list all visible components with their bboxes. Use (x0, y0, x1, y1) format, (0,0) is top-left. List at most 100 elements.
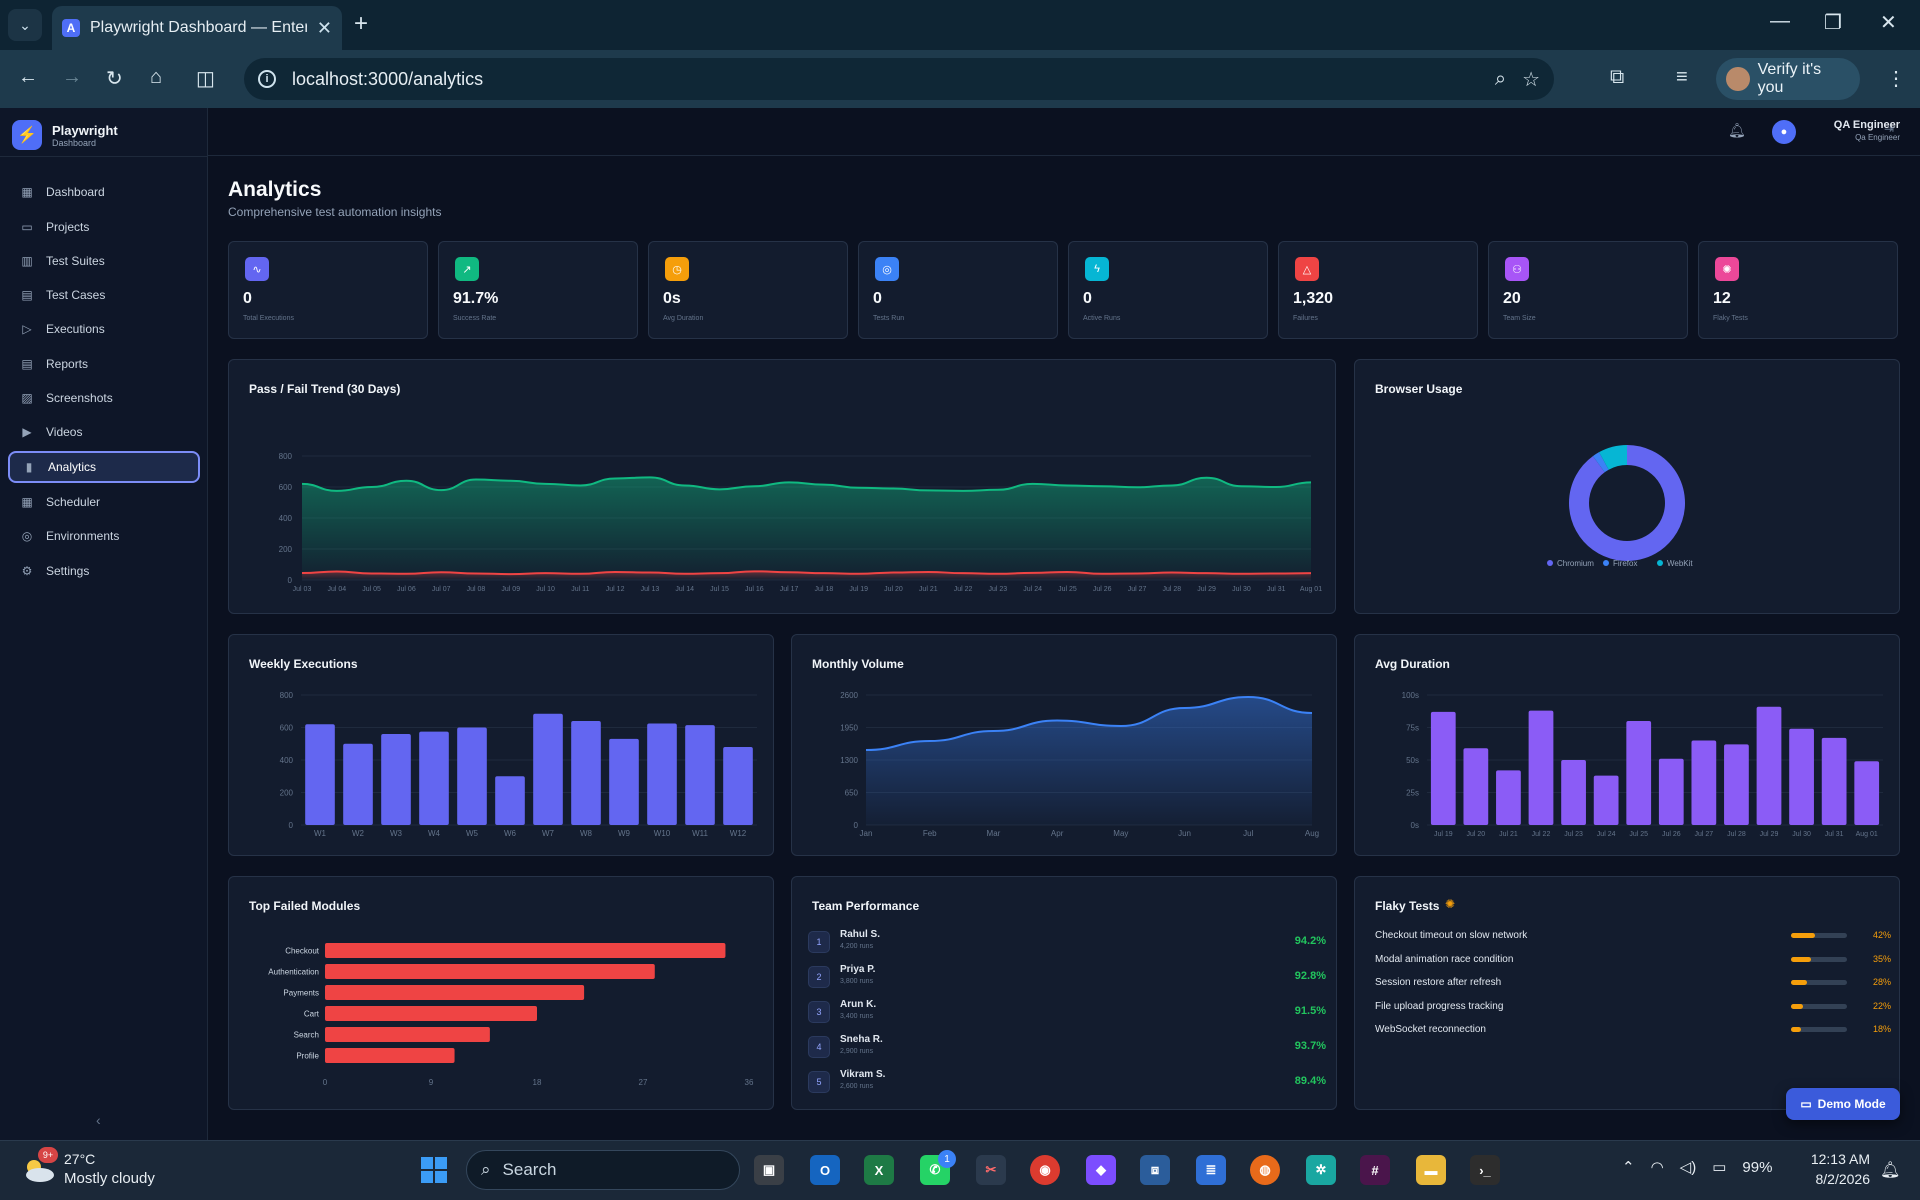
bar[interactable] (1496, 770, 1521, 825)
bar[interactable] (1463, 748, 1489, 825)
bar[interactable] (1561, 760, 1586, 825)
new-tab-button[interactable]: + (354, 10, 369, 37)
volume-icon[interactable]: ◁) (1679, 1159, 1697, 1176)
bar[interactable] (305, 724, 335, 825)
team-row[interactable]: 3 Arun K. 3,400 runs 91.5% (808, 999, 1326, 1027)
outlook-icon[interactable]: O (810, 1155, 840, 1185)
split-view-icon[interactable]: ◫ (196, 68, 215, 90)
sidebar-item-executions[interactable]: ▷ Executions (8, 313, 200, 345)
excel-icon[interactable]: X (864, 1155, 894, 1185)
terminal-icon[interactable]: ›_ (1470, 1155, 1500, 1185)
brand[interactable]: ⚡ Playwright Dashboard (12, 120, 118, 150)
bar[interactable] (1756, 706, 1782, 825)
extensions-icon[interactable]: ⧉ (1610, 66, 1625, 88)
clock-time[interactable]: 12:13 AM (1810, 1151, 1870, 1167)
collapse-sidebar-icon[interactable]: ‹ (96, 1112, 101, 1128)
flaky-test-row[interactable]: WebSocket reconnection 18% (1375, 1023, 1891, 1039)
user-avatar[interactable]: ● (1772, 120, 1796, 144)
bar[interactable] (1724, 744, 1749, 825)
tab-close-icon[interactable]: ✕ (316, 17, 332, 38)
url-text[interactable]: localhost:3000/analytics (292, 68, 484, 89)
bar[interactable] (457, 727, 487, 826)
sidebar-item-analytics[interactable]: ▮ Analytics (8, 451, 200, 483)
sidebar-item-scheduler[interactable]: ▦ Scheduler (8, 486, 200, 518)
weather-cloud-icon[interactable] (22, 1156, 56, 1184)
bar[interactable] (381, 734, 411, 825)
donut-slice[interactable] (1592, 452, 1609, 473)
bar[interactable] (533, 713, 563, 825)
back-icon[interactable]: ← (18, 66, 38, 88)
sidebar-item-test-cases[interactable]: ▤ Test Cases (8, 279, 200, 311)
team-row[interactable]: 1 Rahul S. 4,200 runs 94.2% (808, 929, 1326, 957)
verify-profile-button[interactable]: Verify it's you (1716, 58, 1860, 100)
gear-app-icon[interactable]: ✲ (1306, 1155, 1336, 1185)
bar[interactable] (1821, 737, 1847, 825)
logout-icon[interactable]: ⇥ (1884, 122, 1895, 136)
bar[interactable] (325, 1006, 537, 1021)
bar[interactable] (1430, 711, 1456, 825)
team-row[interactable]: 4 Sneha R. 2,900 runs 93.7% (808, 1034, 1326, 1062)
flaky-test-row[interactable]: Session restore after refresh 28% (1375, 976, 1891, 992)
bar[interactable] (1789, 728, 1814, 825)
bar[interactable] (325, 943, 726, 958)
close-window-icon[interactable]: ✕ (1880, 12, 1897, 34)
sidebar-item-screenshots[interactable]: ▨ Screenshots (8, 382, 200, 414)
bar[interactable] (609, 738, 639, 825)
battery-icon[interactable]: ▭ (1712, 1159, 1727, 1176)
bar[interactable] (1691, 740, 1717, 826)
sidebar-item-test-suites[interactable]: ▥ Test Suites (8, 245, 200, 277)
weather-condition[interactable]: Mostly cloudy (64, 1170, 155, 1187)
flaky-test-row[interactable]: Checkout timeout on slow network 42% (1375, 929, 1891, 945)
bookmark-star-icon[interactable]: ☆ (1522, 68, 1540, 91)
snipping-tool-icon[interactable]: ✂ (976, 1155, 1006, 1185)
task-view-icon[interactable]: ▣ (754, 1155, 784, 1185)
bar[interactable] (647, 723, 677, 825)
demo-mode-button[interactable]: ▭ Demo Mode (1786, 1088, 1900, 1120)
bar[interactable] (1626, 721, 1652, 825)
sidebar-item-videos[interactable]: ▶ Videos (8, 416, 200, 448)
sidebar-item-environments[interactable]: ◎ Environments (8, 520, 200, 552)
bar[interactable] (325, 1027, 490, 1042)
home-icon[interactable]: ⌂ (150, 66, 163, 88)
browser-tab[interactable]: A Playwright Dashboard — Enterp ✕ (52, 6, 342, 50)
bar[interactable] (571, 721, 601, 825)
bar[interactable] (325, 1048, 455, 1063)
zoom-icon[interactable]: ⌕ (1494, 67, 1507, 90)
chevron-up-icon[interactable]: ⌃ (1622, 1159, 1635, 1176)
notification-bell-icon[interactable]: 🔔︎ (1728, 122, 1746, 138)
bar[interactable] (1593, 775, 1619, 825)
chat-app-icon[interactable]: ◆ (1086, 1155, 1116, 1185)
flaky-test-row[interactable]: Modal animation race condition 35% (1375, 953, 1891, 969)
reload-icon[interactable]: ↻ (106, 68, 123, 90)
restore-icon[interactable]: ❐ (1824, 12, 1842, 34)
notifications-icon[interactable]: 🔔︎ (1880, 1162, 1901, 1179)
remote-desktop-icon[interactable]: ⧈ (1140, 1155, 1170, 1185)
sidebar-item-reports[interactable]: ▤ Reports (8, 348, 200, 380)
slack-icon[interactable]: # (1360, 1155, 1390, 1185)
address-bar[interactable]: i localhost:3000/analytics ⌕ ☆ (244, 58, 1554, 100)
taskbar-search[interactable]: ⌕ Search (466, 1150, 740, 1190)
chrome-icon[interactable]: ◉ (1030, 1155, 1060, 1185)
forward-icon[interactable]: → (62, 66, 82, 88)
clock-date[interactable]: 8/2/2026 (1815, 1171, 1871, 1187)
team-row[interactable]: 5 Vikram S. 2,600 runs 89.4% (808, 1069, 1326, 1097)
bar[interactable] (685, 725, 715, 825)
windows-start-icon[interactable] (420, 1156, 448, 1184)
bar[interactable] (1854, 761, 1880, 825)
bar[interactable] (1658, 758, 1684, 825)
temperature[interactable]: 27°C (64, 1151, 96, 1167)
sidebar-item-settings[interactable]: ⚙ Settings (8, 555, 200, 587)
tab-search-button[interactable]: ⌄ (8, 9, 42, 41)
bar[interactable] (1528, 710, 1554, 825)
minimize-icon[interactable]: — (1770, 10, 1790, 32)
wifi-icon[interactable]: ◠ (1650, 1159, 1664, 1176)
donut-slice[interactable] (1569, 445, 1685, 561)
bar[interactable] (325, 964, 655, 979)
browser-menu-icon[interactable]: ⋮ (1886, 68, 1906, 90)
bar[interactable] (325, 985, 585, 1000)
bar[interactable] (343, 743, 373, 825)
firefox-icon[interactable]: ◍ (1250, 1155, 1280, 1185)
bar[interactable] (723, 747, 753, 825)
site-info-icon[interactable]: i (258, 70, 276, 88)
flaky-test-row[interactable]: File upload progress tracking 22% (1375, 1000, 1891, 1016)
